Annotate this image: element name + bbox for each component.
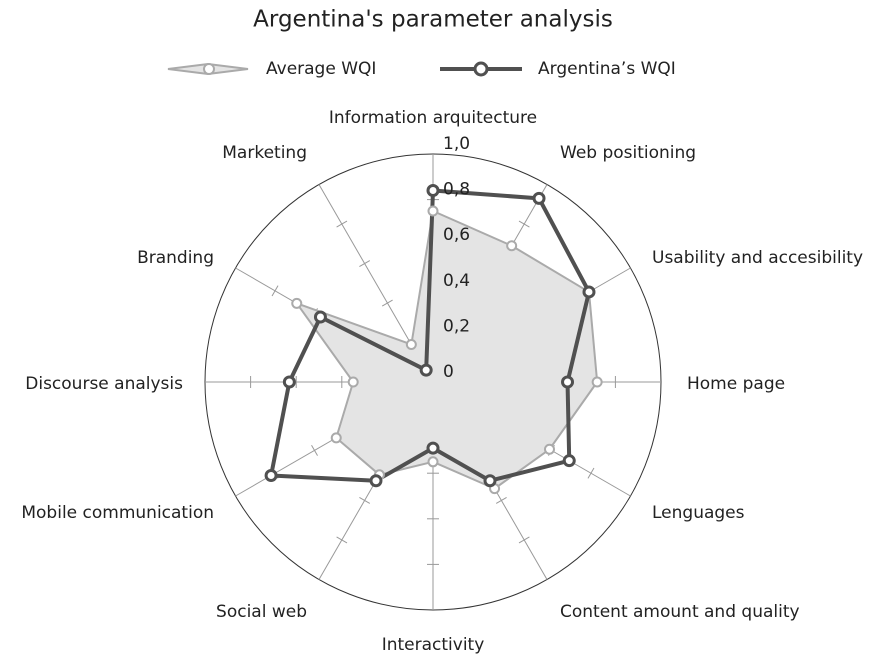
r-tick-label: 0 [443, 362, 454, 382]
data-point [347, 376, 359, 388]
data-point [427, 205, 439, 217]
tick-mark [311, 444, 318, 456]
data-point [369, 474, 383, 488]
axis-label: Interactivity [382, 635, 485, 655]
data-point [405, 338, 417, 350]
axis-label: Marketing [222, 143, 307, 163]
r-tick-label: 0,2 [443, 316, 470, 336]
data-point [313, 310, 327, 324]
tick-mark [336, 536, 348, 544]
axis-label: Home page [687, 374, 785, 394]
r-tick-label: 0,6 [443, 225, 470, 245]
legend-label: Argentina’s WQI [538, 59, 676, 79]
r-tick-label: 0,8 [443, 180, 470, 200]
tick-mark [518, 536, 530, 544]
data-point [282, 375, 296, 389]
legend-marker [203, 63, 215, 75]
data-point [582, 285, 596, 299]
axis-label: Information arquitecture [329, 108, 537, 128]
tick-mark [336, 220, 348, 228]
chart-title: Argentina's parameter analysis [253, 7, 613, 33]
tick-mark [518, 220, 530, 228]
tick-mark [359, 260, 371, 267]
legend-label: Average WQI [266, 59, 376, 79]
axis-label: Branding [137, 248, 214, 268]
data-point [426, 183, 440, 197]
data-point [427, 456, 439, 468]
data-point [561, 375, 575, 389]
data-point [506, 240, 518, 252]
axis-label: Web positioning [560, 143, 696, 163]
data-point [330, 432, 342, 444]
axis-label: Content amount and quality [560, 602, 800, 622]
axis-label: Mobile communication [21, 503, 214, 523]
axis-label: Discourse analysis [25, 374, 183, 394]
data-point [291, 297, 303, 309]
axis-label: Social web [216, 602, 307, 622]
data-point [483, 474, 497, 488]
tick-mark [495, 497, 507, 504]
legend-marker [473, 61, 489, 77]
axis-label: Usability and accesibility [652, 248, 863, 268]
tick-mark [271, 285, 279, 297]
data-point [426, 441, 440, 455]
r-tick-label: 1,0 [443, 134, 470, 154]
data-point [562, 454, 576, 468]
data-point [419, 363, 433, 377]
r-tick-label: 0,4 [443, 271, 470, 291]
data-point [264, 468, 278, 482]
data-point [532, 191, 546, 205]
data-point [591, 376, 603, 388]
tick-mark [587, 467, 595, 479]
data-point [543, 443, 555, 455]
axis-label: Lenguages [652, 503, 745, 523]
tick-mark [381, 299, 393, 307]
tick-mark [359, 497, 371, 504]
